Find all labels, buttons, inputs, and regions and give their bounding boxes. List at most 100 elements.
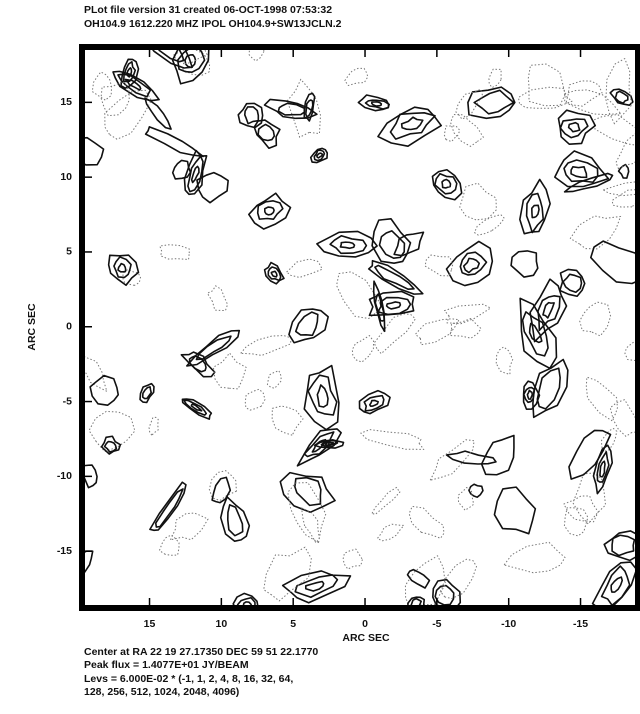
contour (251, 114, 286, 151)
contour (443, 237, 503, 295)
contour (181, 150, 211, 197)
contour (369, 486, 401, 516)
contour (468, 483, 485, 499)
contour (141, 95, 174, 132)
contour (347, 332, 379, 364)
contour (213, 353, 246, 389)
contour (101, 435, 122, 456)
contour (361, 392, 387, 414)
y-tick-label: 5 (66, 246, 72, 258)
contour (330, 235, 367, 254)
contour (455, 248, 488, 280)
contour (406, 567, 431, 589)
x-tick-label: 0 (362, 618, 368, 630)
contour (145, 125, 206, 162)
contour (343, 548, 363, 569)
contour (357, 94, 389, 113)
contour (577, 371, 626, 424)
contour (450, 318, 482, 338)
chart: PLot file version 31 created 06-OCT-1998… (0, 0, 640, 714)
contour (510, 249, 540, 278)
contour (274, 465, 341, 519)
contour (236, 594, 258, 616)
contour (359, 426, 426, 453)
contour (485, 66, 505, 90)
contour (567, 203, 628, 258)
contour (148, 416, 161, 436)
contour (457, 487, 475, 511)
contour (444, 300, 492, 326)
footer-line: Center at RA 22 19 27.17350 DEC 59 51 22… (84, 646, 318, 658)
contour (245, 190, 294, 232)
contour (137, 381, 156, 404)
contour (589, 107, 640, 155)
contour (206, 284, 229, 314)
contour (109, 255, 135, 281)
contour (180, 395, 214, 421)
contour (577, 299, 612, 337)
contour (563, 492, 601, 529)
contour (85, 370, 124, 410)
footer-line: Levs = 6.000E-02 * (-1, 1, 2, 4, 8, 16, … (84, 673, 293, 685)
contour (445, 108, 485, 150)
contour (116, 263, 128, 275)
chart-title: PLot file version 31 created 06-OCT-1998… (84, 4, 332, 16)
contour (553, 148, 612, 195)
contour (108, 66, 163, 108)
contour-map (66, 19, 640, 623)
contour (560, 73, 604, 112)
contour (386, 302, 400, 310)
x-tick-label: -10 (501, 618, 516, 630)
contour (493, 346, 516, 377)
contour (183, 324, 244, 372)
contour (440, 178, 453, 191)
contour (472, 211, 506, 240)
contour (235, 99, 269, 133)
y-tick-label: 15 (60, 96, 72, 108)
chart-subtitle: OH104.9 1612.220 MHZ IPOL OH104.9+SW13JC… (84, 18, 342, 30)
contour (67, 133, 107, 169)
footer-line: Peak flux = 1.4077E+01 JY/BEAM (84, 659, 249, 671)
contour (527, 390, 532, 399)
contour (154, 487, 186, 529)
contour (612, 535, 635, 556)
contour (604, 530, 640, 561)
y-tick-label: -10 (57, 470, 72, 482)
contour (101, 246, 142, 287)
contour (340, 242, 354, 248)
contour (159, 243, 190, 261)
contour (562, 82, 625, 123)
x-tick-label: 10 (216, 618, 228, 630)
contour (375, 519, 407, 543)
contour (85, 401, 140, 455)
contour (363, 212, 417, 271)
contour (531, 205, 540, 219)
contour (368, 398, 378, 407)
contour (517, 83, 572, 115)
contour (265, 368, 285, 390)
y-tick-label: 10 (60, 171, 72, 183)
contour (403, 502, 448, 544)
contour (158, 533, 186, 560)
contour (316, 384, 329, 407)
contour (423, 433, 480, 487)
contour (89, 71, 113, 102)
contour (459, 182, 498, 221)
contour (542, 300, 555, 318)
plot-frame (82, 47, 638, 608)
contour (413, 310, 463, 349)
contour (563, 171, 614, 196)
contour (595, 451, 611, 483)
contour (523, 192, 547, 234)
contour (485, 480, 544, 544)
contour (240, 385, 269, 415)
x-tick-label: 15 (144, 618, 156, 630)
x-tick-label: 5 (290, 618, 296, 630)
y-axis-label: ARC SEC (26, 303, 38, 351)
contour (306, 373, 338, 417)
contour (285, 257, 323, 280)
x-tick-label: -5 (432, 618, 441, 630)
contour (439, 121, 461, 144)
contour (367, 258, 427, 300)
contour (149, 482, 190, 535)
